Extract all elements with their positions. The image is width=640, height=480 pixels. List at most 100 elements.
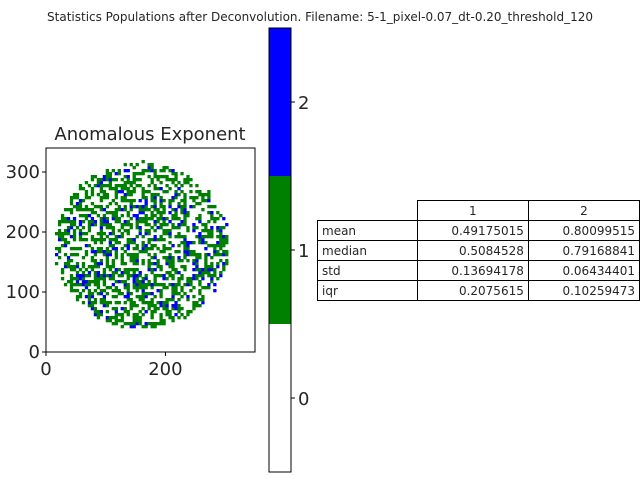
heatmap-cell-class-1: [147, 238, 151, 242]
heatmap-cell-class-1: [189, 190, 193, 194]
heatmap-cell-class-2: [159, 301, 163, 305]
heatmap-cell-class-2: [213, 250, 217, 254]
heatmap-cell-class-1: [168, 229, 172, 233]
heatmap-cell-class-1: [192, 286, 196, 290]
heatmap-cell-class-1: [96, 277, 101, 281]
heatmap-cell-class-1: [123, 268, 127, 272]
heatmap-cell-class-1: [147, 259, 151, 263]
heatmap-cell-class-1: [213, 205, 217, 209]
heatmap-cell-class-2: [144, 277, 148, 281]
heatmap-cell-class-1: [219, 226, 223, 230]
heatmap-cell-class-1: [99, 301, 104, 305]
heatmap-cell-class-1: [123, 187, 127, 191]
heatmap-cell-class-1: [87, 274, 92, 278]
heatmap-cell-class-1: [117, 172, 121, 176]
heatmap-cell-class-1: [84, 217, 89, 221]
heatmap-cell-class-2: [153, 238, 157, 242]
heatmap-cell-class-1: [135, 304, 139, 308]
heatmap-cell-class-1: [99, 196, 104, 200]
heatmap-cell-class-1: [132, 322, 136, 326]
heatmap-cell-class-1: [153, 295, 157, 299]
heatmap-cell-class-1: [138, 217, 142, 221]
heatmap-cell-class-1: [72, 232, 77, 236]
heatmap-cell-class-1: [123, 262, 127, 266]
heatmap-cell-class-1: [102, 280, 107, 284]
heatmap-cell-class-1: [99, 241, 104, 245]
heatmap-cell-class-1: [138, 310, 142, 314]
heatmap-cell-class-1: [108, 238, 112, 242]
heatmap-cell-class-1: [117, 319, 121, 323]
heatmap-cell-class-2: [78, 220, 83, 224]
heatmap-cell-class-1: [201, 196, 205, 200]
heatmap-cell-class-2: [210, 268, 214, 272]
heatmap-cell-class-1: [156, 307, 160, 311]
heatmap-cell-class-1: [180, 286, 184, 290]
heatmap-cell-class-2: [126, 244, 130, 248]
heatmap-cell-class-2: [186, 250, 190, 254]
heatmap-cell-class-1: [138, 172, 142, 176]
heatmap-cell-class-2: [162, 274, 166, 278]
heatmap-cell-class-1: [54, 232, 59, 236]
heatmap-cell-class-1: [177, 277, 181, 281]
heatmap-cell-class-1: [204, 193, 208, 197]
heatmap-cell-class-2: [153, 196, 157, 200]
heatmap-cell-class-1: [225, 238, 229, 242]
heatmap-cell-class-1: [78, 229, 83, 233]
heatmap-cell-class-1: [153, 229, 157, 233]
heatmap-cell-class-1: [132, 271, 136, 275]
heatmap-cell-class-1: [84, 208, 89, 212]
heatmap-cell-class-1: [195, 196, 199, 200]
heatmap-cell-class-1: [186, 211, 190, 215]
heatmap-cell-class-1: [177, 307, 181, 311]
heatmap-cell-class-1: [147, 253, 151, 257]
heatmap-cell-class-1: [183, 235, 187, 239]
heatmap-cell-class-1: [195, 277, 199, 281]
heatmap-cell-class-1: [123, 184, 127, 188]
heatmap-cell-class-1: [183, 205, 187, 209]
heatmap-cell-class-1: [180, 241, 184, 245]
heatmap-cell-class-1: [222, 265, 226, 269]
heatmap-cell-class-1: [216, 211, 220, 215]
heatmap-cell-class-1: [198, 280, 202, 284]
heatmap-cell-class-2: [186, 295, 190, 299]
heatmap-cell-class-1: [165, 178, 169, 182]
heatmap-cell-class-2: [171, 283, 175, 287]
heatmap-cell-class-1: [63, 220, 68, 224]
heatmap-cell-class-1: [120, 292, 124, 296]
heatmap-cell-class-1: [72, 268, 77, 272]
heatmap-cell-class-1: [171, 214, 175, 218]
heatmap-cell-class-1: [126, 253, 130, 257]
heatmap-cell-class-1: [159, 235, 163, 239]
heatmap-cell-class-1: [117, 241, 121, 245]
heatmap-cell-class-1: [90, 301, 95, 305]
heatmap-cell-class-1: [141, 313, 145, 317]
heatmap-cell-class-2: [117, 280, 121, 284]
heatmap-cell-class-1: [204, 259, 208, 263]
heatmap-cell-class-2: [93, 250, 98, 254]
heatmap-cell-class-1: [222, 250, 226, 254]
heatmap-cell-class-2: [84, 280, 89, 284]
heatmap-cell-class-1: [159, 181, 163, 185]
heatmap-cell-class-1: [135, 277, 139, 281]
heatmap-cell-class-1: [96, 316, 101, 320]
heatmap-cell-class-1: [57, 235, 62, 239]
heatmap-cell-class-2: [201, 277, 205, 281]
heatmap-cell-class-1: [183, 283, 187, 287]
heatmap-cell-class-1: [159, 238, 163, 242]
heatmap-cell-class-2: [192, 223, 196, 227]
heatmap-cell-class-2: [144, 295, 148, 299]
heatmap-cell-class-2: [123, 193, 127, 197]
heatmap-cell-class-1: [126, 283, 130, 287]
heatmap-cell-class-1: [141, 325, 145, 329]
heatmap-cell-class-1: [99, 250, 104, 254]
heatmap-cell-class-1: [165, 298, 169, 302]
heatmap-cell-class-2: [213, 283, 217, 287]
heatmap-cell-class-2: [126, 295, 130, 299]
heatmap-cell-class-1: [168, 247, 172, 251]
heatmap-cell-class-1: [114, 313, 118, 317]
heatmap-cell-class-2: [96, 184, 101, 188]
heatmap-cell-class-1: [72, 223, 77, 227]
heatmap-cell-class-1: [99, 205, 104, 209]
heatmap-cell-class-1: [117, 205, 121, 209]
heatmap-cell-class-2: [156, 226, 160, 230]
